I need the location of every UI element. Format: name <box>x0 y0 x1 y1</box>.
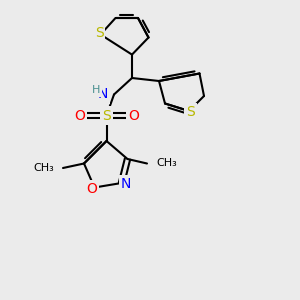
Text: N: N <box>121 178 131 191</box>
Text: S: S <box>186 106 195 119</box>
Text: O: O <box>86 182 97 196</box>
Text: N: N <box>98 88 108 101</box>
Text: O: O <box>128 109 139 122</box>
Text: H: H <box>92 85 100 95</box>
Text: S: S <box>94 26 103 40</box>
Text: S: S <box>102 109 111 122</box>
Text: O: O <box>74 109 85 122</box>
Text: CH₃: CH₃ <box>156 158 177 169</box>
Text: CH₃: CH₃ <box>33 163 54 173</box>
